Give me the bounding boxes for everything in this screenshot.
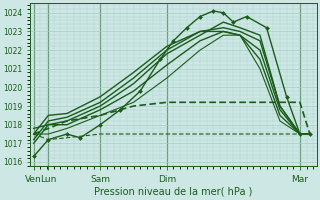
X-axis label: Pression niveau de la mer( hPa ): Pression niveau de la mer( hPa ) — [94, 187, 252, 197]
